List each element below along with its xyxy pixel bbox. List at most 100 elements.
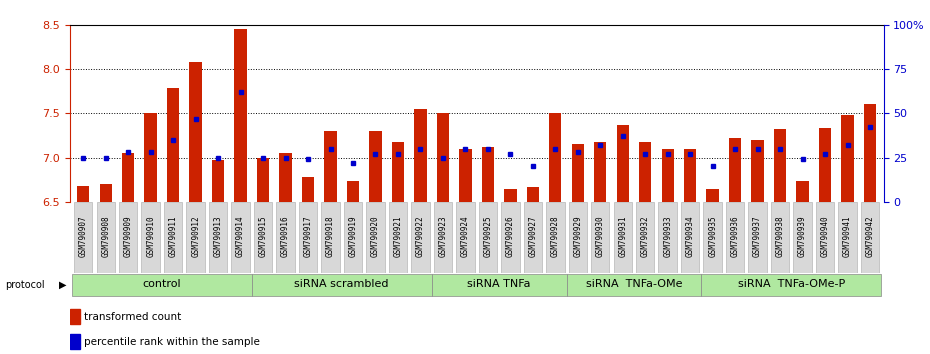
Text: GSM790931: GSM790931 (618, 215, 627, 257)
Text: protocol: protocol (5, 280, 45, 290)
Text: GSM790939: GSM790939 (798, 215, 807, 257)
Bar (684, 149, 697, 202)
Text: GSM790920: GSM790920 (371, 215, 380, 257)
Bar (572, 144, 584, 202)
Bar (72, 274, 252, 296)
Bar (796, 181, 809, 202)
Bar (299, 202, 317, 273)
Bar (861, 202, 879, 273)
Bar (568, 202, 587, 273)
Bar (838, 202, 857, 273)
Bar (70, 334, 79, 349)
Bar (591, 202, 609, 273)
Bar (614, 202, 632, 273)
Bar (141, 202, 160, 273)
Text: ▶: ▶ (59, 280, 66, 290)
Bar (729, 138, 741, 202)
Bar (617, 125, 629, 202)
Text: GSM790936: GSM790936 (731, 215, 739, 257)
Bar (234, 29, 246, 202)
Bar (816, 202, 834, 273)
Text: GSM790912: GSM790912 (192, 215, 200, 257)
Text: GSM790924: GSM790924 (461, 215, 470, 257)
Text: GSM790911: GSM790911 (168, 215, 178, 257)
Text: transformed count: transformed count (84, 312, 180, 322)
Bar (389, 202, 407, 273)
Bar (414, 109, 427, 202)
Text: GSM790938: GSM790938 (776, 215, 785, 257)
Bar (636, 202, 655, 273)
Bar (77, 186, 89, 202)
Bar (639, 142, 651, 202)
Bar (144, 113, 157, 202)
Bar (186, 202, 205, 273)
Bar (501, 202, 520, 273)
Bar (726, 202, 744, 273)
Bar (321, 202, 339, 273)
Bar (344, 202, 362, 273)
Bar (566, 274, 701, 296)
Text: GSM790926: GSM790926 (506, 215, 515, 257)
Bar (526, 187, 539, 202)
Bar (437, 113, 449, 202)
Bar (793, 202, 812, 273)
Bar (703, 202, 722, 273)
Text: siRNA  TNFa-OMe: siRNA TNFa-OMe (586, 279, 683, 290)
Bar (392, 142, 405, 202)
Bar (254, 202, 272, 273)
Bar (432, 274, 566, 296)
Text: GSM790919: GSM790919 (349, 215, 357, 257)
Text: siRNA scrambled: siRNA scrambled (295, 279, 389, 290)
Bar (504, 188, 516, 202)
Bar (369, 131, 381, 202)
Bar (482, 147, 494, 202)
Bar (232, 202, 250, 273)
Bar (681, 202, 699, 273)
Text: GSM790941: GSM790941 (843, 215, 852, 257)
Text: GSM790940: GSM790940 (820, 215, 830, 257)
Bar (457, 202, 474, 273)
Bar (864, 104, 876, 202)
Bar (276, 202, 295, 273)
Text: GSM790929: GSM790929 (573, 215, 582, 257)
Text: GSM790932: GSM790932 (641, 215, 650, 257)
Text: GSM790925: GSM790925 (484, 215, 492, 257)
Text: GSM790934: GSM790934 (685, 215, 695, 257)
Text: GSM790914: GSM790914 (236, 215, 246, 257)
Bar (257, 158, 270, 202)
Bar (70, 309, 79, 324)
Bar (594, 142, 606, 202)
Bar (459, 149, 472, 202)
Bar (100, 184, 112, 202)
Bar (212, 160, 224, 202)
Bar (325, 131, 337, 202)
Bar (279, 153, 292, 202)
Bar (658, 202, 677, 273)
Text: GSM790942: GSM790942 (866, 215, 874, 257)
Bar (701, 274, 882, 296)
Text: siRNA  TNFa-OMe-P: siRNA TNFa-OMe-P (737, 279, 845, 290)
Text: GSM790907: GSM790907 (79, 215, 87, 257)
Bar (819, 128, 831, 202)
Bar (347, 181, 359, 202)
Bar (411, 202, 430, 273)
Bar (749, 202, 767, 273)
Text: GSM790937: GSM790937 (753, 215, 762, 257)
Text: GSM790923: GSM790923 (438, 215, 447, 257)
Bar (774, 129, 786, 202)
Bar (209, 202, 227, 273)
Text: GSM790930: GSM790930 (596, 215, 604, 257)
Bar (252, 274, 432, 296)
Bar (751, 140, 764, 202)
Text: siRNA TNFa: siRNA TNFa (468, 279, 531, 290)
Text: GSM790915: GSM790915 (259, 215, 268, 257)
Text: percentile rank within the sample: percentile rank within the sample (84, 337, 259, 347)
Text: GSM790927: GSM790927 (528, 215, 538, 257)
Text: control: control (142, 279, 181, 290)
Bar (479, 202, 497, 273)
Text: GSM790916: GSM790916 (281, 215, 290, 257)
Bar (97, 202, 115, 273)
Bar (549, 113, 562, 202)
Bar (167, 88, 179, 202)
Bar (707, 188, 719, 202)
